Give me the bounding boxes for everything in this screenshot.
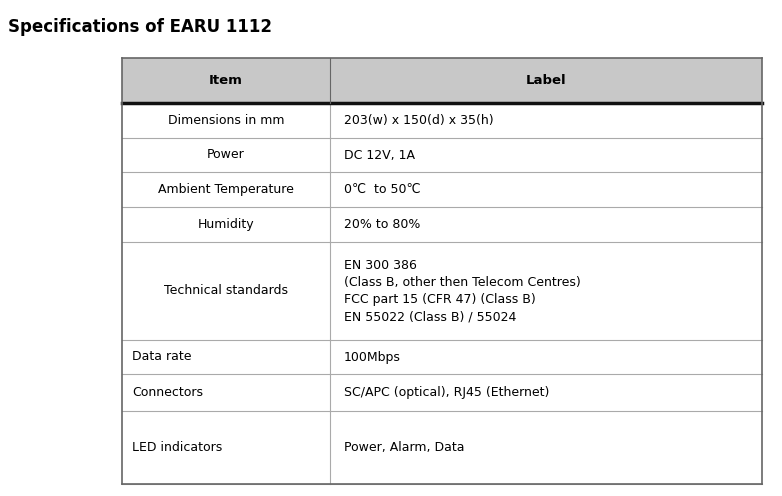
Text: 100Mbps: 100Mbps (344, 351, 401, 364)
Bar (122, 58, 762, 103)
Text: FCC part 15 (CFR 47) (Class B): FCC part 15 (CFR 47) (Class B) (344, 293, 536, 306)
Text: Dimensions in mm: Dimensions in mm (168, 114, 284, 127)
Text: Label: Label (526, 74, 566, 87)
Text: EN 55022 (Class B) / 55024: EN 55022 (Class B) / 55024 (344, 310, 516, 323)
Text: DC 12V, 1A: DC 12V, 1A (344, 148, 415, 162)
Text: Humidity: Humidity (198, 218, 254, 231)
Text: Connectors: Connectors (132, 386, 203, 399)
Text: Data rate: Data rate (132, 351, 192, 364)
Bar (122, 242, 762, 340)
Bar (122, 374, 762, 411)
Text: SC/APC (optical), RJ45 (Ethernet): SC/APC (optical), RJ45 (Ethernet) (344, 386, 550, 399)
Text: Ambient Temperature: Ambient Temperature (158, 183, 294, 196)
Bar (122, 411, 762, 484)
Text: Power, Alarm, Data: Power, Alarm, Data (344, 441, 465, 454)
Text: Power: Power (207, 148, 245, 162)
Text: 20% to 80%: 20% to 80% (344, 218, 421, 231)
Text: (Class B, other then Telecom Centres): (Class B, other then Telecom Centres) (344, 276, 581, 289)
Bar (122, 340, 762, 374)
Text: Technical standards: Technical standards (164, 285, 288, 298)
Text: LED indicators: LED indicators (132, 441, 222, 454)
Text: 0℃  to 50℃: 0℃ to 50℃ (344, 183, 421, 196)
Text: Item: Item (209, 74, 243, 87)
Bar (122, 103, 762, 138)
Bar (122, 138, 762, 172)
Text: EN 300 386: EN 300 386 (344, 259, 417, 272)
Bar (122, 172, 762, 207)
Text: Specifications of EARU 1112: Specifications of EARU 1112 (8, 18, 272, 36)
Bar (122, 207, 762, 242)
Text: 203(w) x 150(d) x 35(h): 203(w) x 150(d) x 35(h) (344, 114, 493, 127)
